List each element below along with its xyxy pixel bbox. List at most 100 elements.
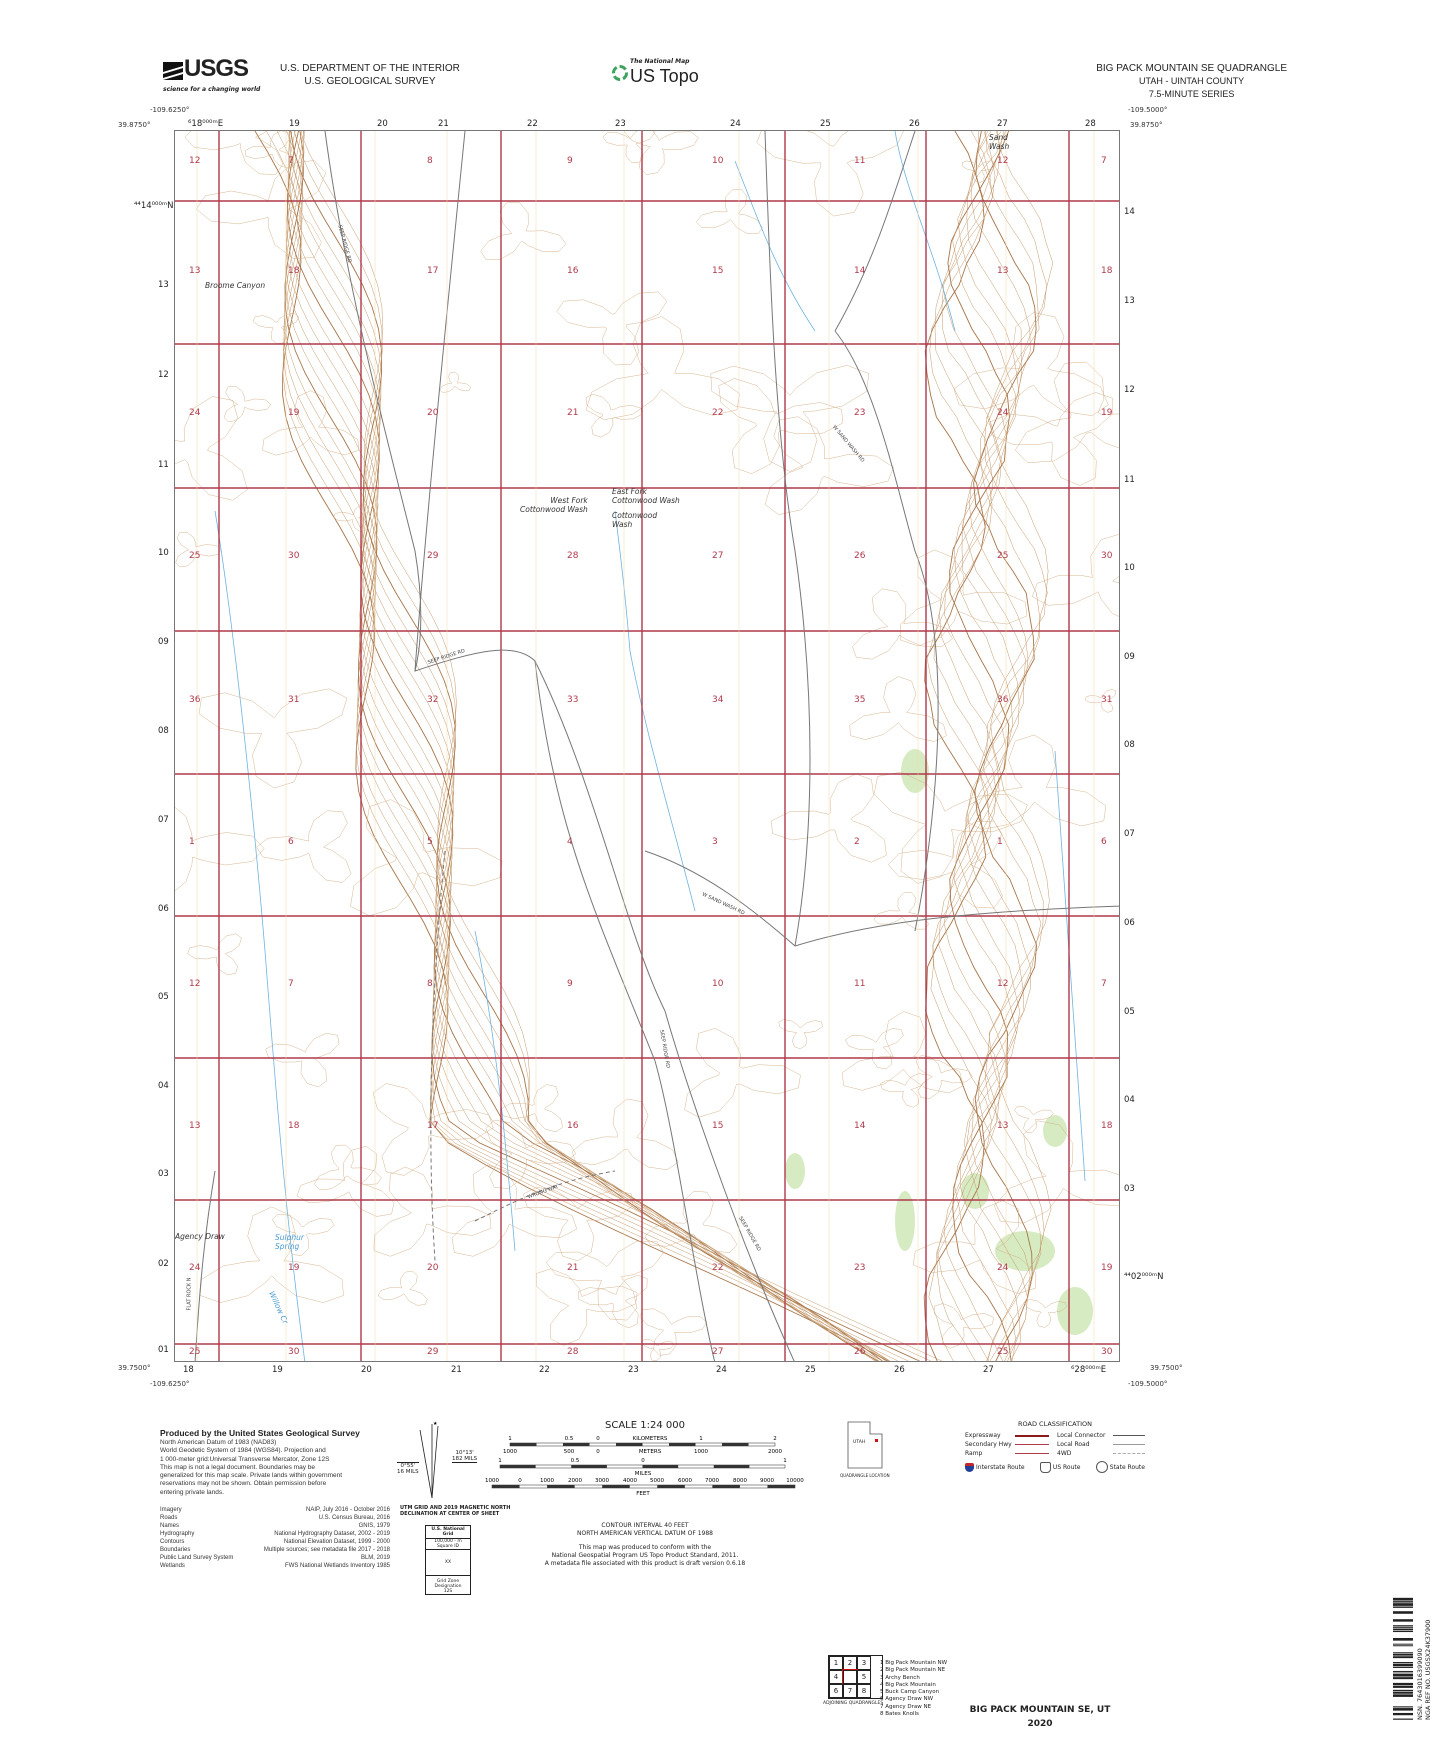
- feet-bar-segment: [657, 1485, 685, 1488]
- barcode-bar: [1393, 1627, 1413, 1628]
- utm-northing-tick: 10: [158, 548, 169, 558]
- contour-line: [262, 390, 359, 456]
- utm-northing-tick: 14: [1124, 207, 1135, 217]
- contour-line: [845, 1028, 904, 1070]
- section-number: 25: [189, 551, 201, 561]
- feet-label: 10000: [786, 1478, 804, 1484]
- barcode-bar: [1393, 1603, 1413, 1606]
- km-bar-segment: [669, 1443, 696, 1446]
- map-graphics: [175, 131, 1119, 1361]
- contour-line: [288, 131, 899, 1361]
- barcode-bar: [1393, 1694, 1413, 1697]
- interstate-shield-icon: [965, 1462, 974, 1472]
- utm-easting-tick: 24: [730, 119, 741, 129]
- place-west-fork-cottonwood-wash: West Fork Cottonwood Wash: [520, 496, 588, 514]
- barcode-bar: [1393, 1663, 1413, 1667]
- contour-line: [577, 1274, 648, 1329]
- adjoining-quad-name: 7 Agency Draw NE: [880, 1703, 932, 1710]
- barcode-text: NSN. 7643016399090 NGA REF NO. USGSX24K3…: [1416, 1590, 1432, 1720]
- section-number: 10: [712, 979, 724, 989]
- section-number: 9: [567, 979, 573, 989]
- scale-title: SCALE 1:24 000: [605, 1420, 685, 1431]
- meter-label: 500: [564, 1449, 575, 1455]
- state-route-circle-icon: [1095, 1461, 1108, 1473]
- magnetic-declination: 10°13' 182 MILS: [452, 1450, 478, 1463]
- contour-line: [873, 892, 929, 930]
- feet-bar-segment: [602, 1485, 630, 1488]
- vegetation-patch: [895, 1191, 915, 1251]
- place-sulphur-spring: Sulphur Spring: [275, 1233, 304, 1251]
- section-number: 22: [712, 408, 724, 418]
- conform-note: National Geospatial Program US Topo Prod…: [551, 1552, 739, 1559]
- contour-line: [990, 392, 1113, 486]
- section-number: 10: [712, 156, 724, 166]
- vegetation-patch: [785, 1153, 805, 1189]
- feet-label: 3000: [595, 1478, 609, 1484]
- contour-line: [585, 316, 740, 420]
- contour-line: [272, 1214, 335, 1256]
- source-value: National Hydrography Dataset, 2002 - 201…: [274, 1531, 390, 1537]
- section-number: 5: [427, 837, 433, 847]
- contour-lines: [175, 131, 1119, 1361]
- contour-line: [286, 131, 879, 1361]
- legend-interstate: Interstate Route: [976, 1463, 1025, 1471]
- topographic-map[interactable]: 12 7 8 9 10 11 12 7 13 18 17 16 15 14 13 18 24 19 20 21 22 23…: [174, 130, 1120, 1362]
- vegetation-patch: [901, 749, 929, 793]
- label-flat-rock: FLAT ROCK N: [186, 1277, 193, 1311]
- willow-creek: [214, 510, 306, 1361]
- section-number: 8: [427, 156, 433, 166]
- barcode-bar: [1393, 1628, 1413, 1631]
- section-number: 6: [1101, 837, 1107, 847]
- contour-line: [373, 1166, 492, 1257]
- adjoining-cell: 5: [857, 1670, 871, 1684]
- secondary-symbol: [1015, 1444, 1049, 1445]
- feet-label: 1000: [540, 1478, 554, 1484]
- utm-northing-tick: 08: [1124, 740, 1135, 750]
- contour-line: [973, 131, 1038, 1361]
- utm-easting-tick: ⁶18⁰⁰⁰ᵐE: [188, 119, 224, 129]
- adjoining-list: 1 Big Pack Mountain NW 2 Big Pack Mountai…: [880, 1660, 947, 1718]
- place-agency-draw: Agency Draw: [175, 1232, 225, 1241]
- contour-line: [175, 396, 248, 501]
- contour-line: [1085, 688, 1116, 713]
- barcode-bar: [1393, 1645, 1413, 1647]
- contour-line: [994, 1120, 1119, 1224]
- national-grid-id: XX: [444, 1560, 452, 1565]
- section-number: 26: [854, 551, 866, 561]
- utm-easting-tick: 24: [716, 1365, 727, 1375]
- footer-year: 2020: [1027, 1719, 1053, 1729]
- contour-notes: CONTOUR INTERVAL 40 FEET NORTH AMERICAN …: [480, 1522, 810, 1568]
- contour-line: [285, 131, 877, 1361]
- utm-easting-tick: 19: [289, 119, 300, 129]
- quadrangle-title-block: BIG PACK MOUNTAIN SE QUADRANGLE UTAH - U…: [1096, 62, 1287, 101]
- km-bar-segment: [563, 1443, 590, 1446]
- section-number: 35: [854, 695, 866, 705]
- mile-label: 0.5: [571, 1458, 580, 1464]
- barcode-bar: [1393, 1708, 1413, 1711]
- barcode-bar: [1393, 1601, 1413, 1603]
- contour-line: [536, 1268, 638, 1346]
- source-row: Imagery NAIP, July 2016 - October 2016: [160, 1506, 390, 1514]
- km-label: KILOMETERS: [633, 1436, 668, 1442]
- national-grid-box: U.S. National Grid 100,000 - m Square ID…: [425, 1525, 471, 1595]
- section-number: 19: [1101, 1263, 1113, 1273]
- utm-easting-tick: 26: [894, 1365, 905, 1375]
- road-legend-title: ROAD CLASSIFICATION: [1018, 1420, 1092, 1428]
- contour-line: [313, 1144, 382, 1190]
- section-number: 9: [567, 156, 573, 166]
- sand-wash-stream: [894, 131, 956, 332]
- km-bar-segment: [722, 1443, 749, 1446]
- section-number: 15: [712, 1121, 724, 1131]
- barcode-bar: [1393, 1689, 1413, 1692]
- vegetation-patch: [1043, 1115, 1067, 1147]
- contour-line: [285, 131, 880, 1361]
- legend-expressway: Expressway: [965, 1432, 1001, 1439]
- place-cottonwood-wash: Cottonwood Wash: [612, 511, 658, 529]
- contour-line: [639, 1308, 708, 1356]
- section-number: 11: [854, 979, 866, 989]
- contour-line: [756, 131, 904, 217]
- place-east-fork-cottonwood-wash: East Fork Cottonwood Wash: [612, 487, 680, 505]
- section-number: 13: [997, 266, 1009, 276]
- barcode-icon: [1393, 1597, 1413, 1720]
- national-grid-title: U.S. National Grid: [426, 1526, 470, 1539]
